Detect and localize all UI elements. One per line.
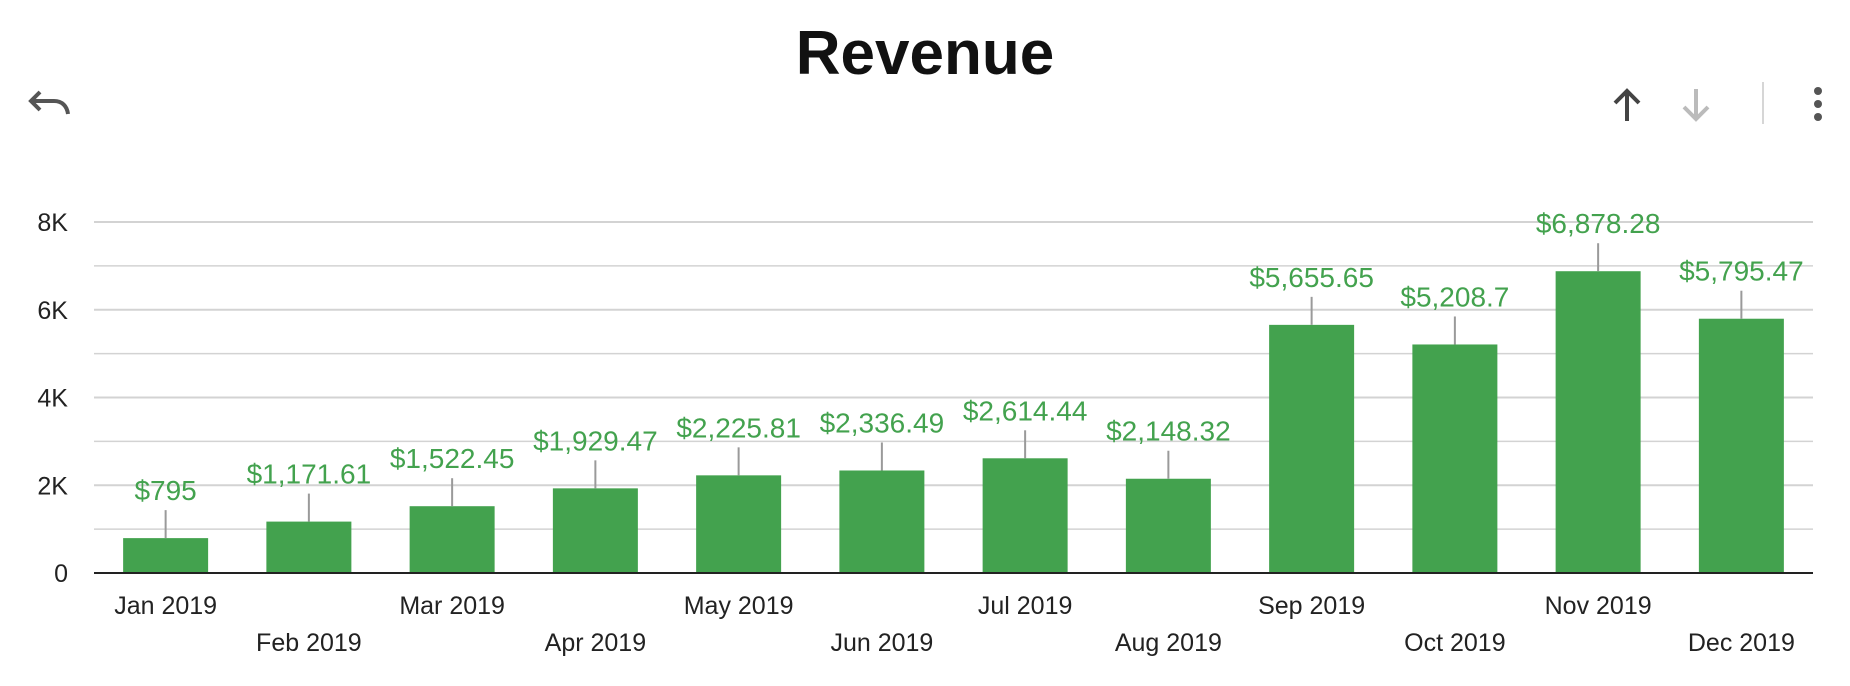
bar — [266, 521, 352, 573]
y-tick-label: 4K — [37, 385, 68, 413]
data-label: $6,878.28 — [1536, 208, 1661, 239]
bar — [1125, 478, 1211, 573]
bar — [123, 538, 209, 573]
x-tick-label: Sep 2019 — [1258, 592, 1365, 620]
x-tick-label: Apr 2019 — [545, 629, 646, 657]
x-tick-label: Mar 2019 — [399, 592, 505, 620]
y-tick-label: 2K — [37, 472, 68, 500]
bar — [1412, 344, 1498, 573]
bar — [982, 458, 1068, 573]
bar — [839, 470, 925, 573]
more-vertical-icon[interactable] — [1808, 86, 1828, 122]
bar — [1698, 318, 1784, 573]
data-label: $5,795.47 — [1679, 256, 1804, 287]
data-label: $2,614.44 — [963, 395, 1088, 426]
undo-icon[interactable] — [28, 88, 72, 124]
bar — [409, 506, 495, 573]
bar — [696, 475, 782, 573]
x-tick-label: Jul 2019 — [978, 592, 1073, 620]
data-label: $5,655.65 — [1249, 262, 1374, 293]
x-tick-label: May 2019 — [684, 592, 794, 620]
arrow-down-icon[interactable] — [1679, 86, 1713, 124]
data-label: $2,336.49 — [820, 407, 945, 438]
x-tick-label: Nov 2019 — [1545, 592, 1652, 620]
data-label: $2,225.81 — [676, 412, 801, 443]
arrow-up-icon[interactable] — [1610, 86, 1644, 124]
y-tick-label: 8K — [37, 209, 68, 237]
x-tick-label: Aug 2019 — [1115, 629, 1222, 657]
bar — [552, 488, 638, 573]
x-tick-label: Feb 2019 — [256, 629, 362, 657]
toolbar-divider — [1762, 82, 1764, 124]
x-tick-label: Oct 2019 — [1404, 629, 1505, 657]
y-tick-label: 0 — [54, 560, 68, 588]
x-tick-label: Jun 2019 — [830, 629, 933, 657]
data-label: $2,148.32 — [1106, 416, 1231, 447]
x-tick-label: Jan 2019 — [114, 592, 217, 620]
data-label: $5,208.7 — [1400, 281, 1509, 312]
data-label: $1,522.45 — [390, 443, 515, 474]
x-tick-label: Dec 2019 — [1688, 629, 1795, 657]
bar — [1555, 271, 1641, 573]
data-label: $1,929.47 — [533, 425, 658, 456]
data-label: $795 — [134, 475, 196, 506]
chart-title: Revenue — [795, 19, 1055, 88]
data-label: $1,171.61 — [247, 459, 372, 490]
y-tick-label: 6K — [37, 297, 68, 325]
bar — [1269, 324, 1355, 573]
